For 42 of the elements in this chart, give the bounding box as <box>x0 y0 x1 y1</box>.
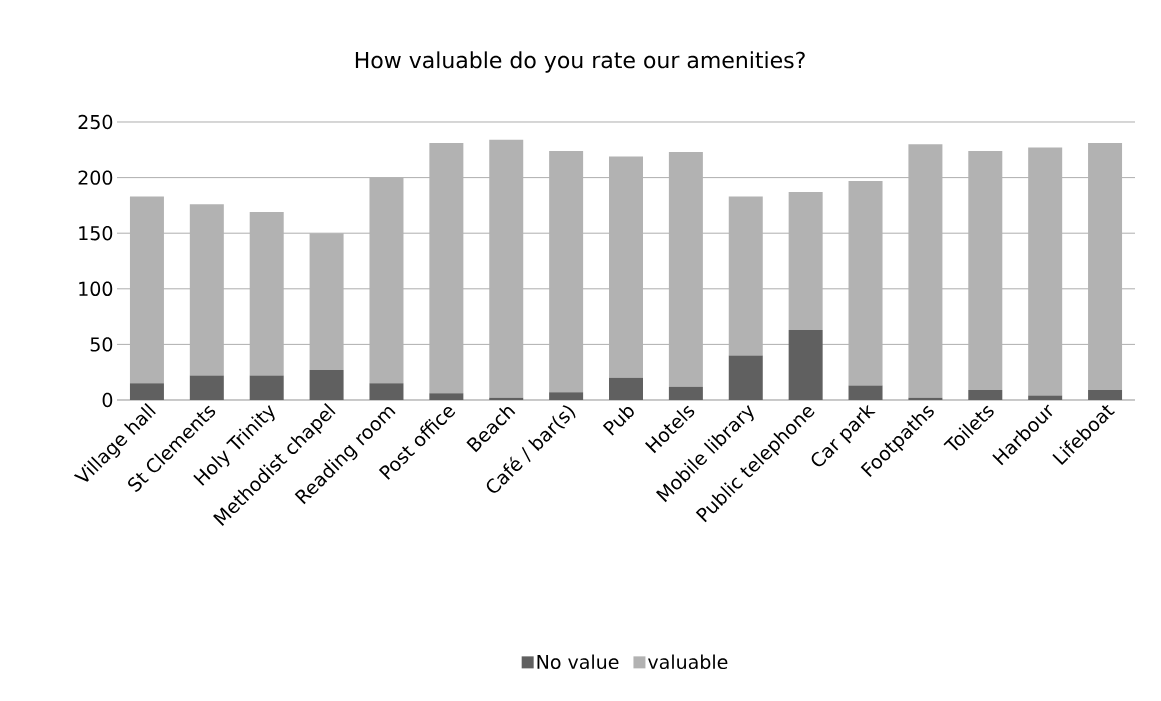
bar <box>369 383 404 400</box>
bar <box>549 392 584 400</box>
bar <box>1028 395 1063 400</box>
bar <box>249 212 284 376</box>
bar <box>309 233 344 370</box>
chart-title: How valuable do you rate our amenities? <box>355 51 805 73</box>
y-tick-label: 200 <box>78 170 113 185</box>
bar <box>609 156 643 378</box>
bar <box>189 204 224 376</box>
bar <box>549 150 584 393</box>
bar <box>1088 389 1123 400</box>
bar <box>249 375 284 400</box>
bar <box>848 385 883 400</box>
bar <box>908 144 943 398</box>
bar <box>1028 147 1063 396</box>
bar <box>728 355 763 400</box>
y-tick-label: 50 <box>90 337 113 352</box>
y-tick-label: 150 <box>79 226 113 241</box>
bar <box>968 150 1003 390</box>
bar <box>668 386 703 400</box>
legend-label: valuable <box>648 654 728 670</box>
bar <box>788 192 823 330</box>
bar <box>429 143 464 394</box>
bar <box>189 375 224 400</box>
bar <box>309 369 344 400</box>
bar <box>848 180 883 386</box>
y-tick-label: 250 <box>78 114 113 130</box>
legend-label: No value <box>537 654 619 670</box>
y-tick-label: 100 <box>79 281 113 296</box>
bar <box>129 196 164 384</box>
x-tick-label: Pub <box>602 406 634 436</box>
bar <box>728 196 763 356</box>
bar <box>1088 143 1123 390</box>
bar <box>609 377 643 400</box>
bar <box>429 393 464 400</box>
bar <box>129 383 164 400</box>
bar <box>489 139 524 398</box>
y-tick-label: 0 <box>102 392 113 408</box>
bar <box>788 329 823 400</box>
bar <box>668 152 703 387</box>
bar <box>369 177 404 384</box>
bar <box>968 389 1003 400</box>
